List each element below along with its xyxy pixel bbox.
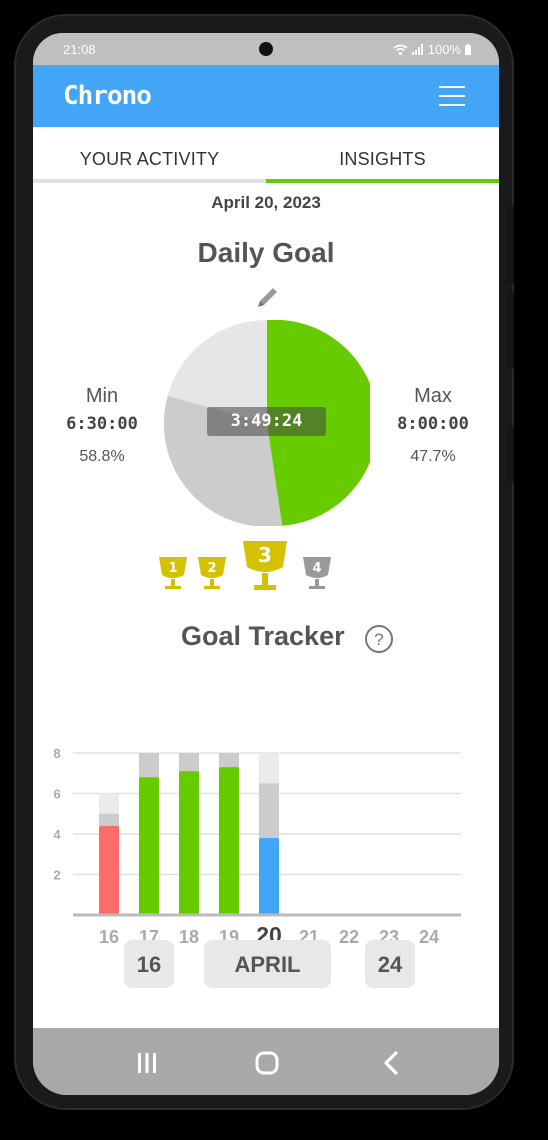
max-goal: Max 8:00:00 47.7% bbox=[378, 385, 488, 466]
goal-tracker-title: Goal Tracker bbox=[181, 621, 345, 651]
max-percent: 47.7% bbox=[410, 448, 456, 465]
daily-goal-title: Daily Goal bbox=[197, 237, 335, 268]
month-button[interactable]: APRIL bbox=[204, 940, 331, 988]
camera-hole bbox=[259, 42, 273, 56]
trophy-label-3: 3 bbox=[258, 543, 272, 567]
tab-insights[interactable]: INSIGHTS bbox=[266, 127, 499, 183]
x-tick-label: 22 bbox=[339, 927, 359, 947]
app-title: Chrono bbox=[63, 81, 152, 111]
trophy-label-1: 1 bbox=[168, 561, 177, 576]
back-icon[interactable] bbox=[381, 1051, 401, 1075]
battery-icon bbox=[465, 44, 471, 55]
date-label: April 20, 2023 bbox=[211, 193, 321, 212]
app-bar: Chrono bbox=[33, 65, 499, 127]
x-tick-label: 24 bbox=[419, 927, 439, 947]
trophy-icon-4: 4 bbox=[303, 557, 331, 589]
min-percent: 58.8% bbox=[79, 448, 125, 465]
trophy-icon-1: 1 bbox=[159, 557, 187, 589]
volume-button bbox=[506, 205, 514, 285]
x-tick-label: 18 bbox=[179, 927, 199, 947]
trophy-label-2: 2 bbox=[207, 561, 216, 576]
min-label: Min bbox=[85, 385, 119, 407]
help-icon[interactable]: ? bbox=[365, 625, 393, 653]
next-week-button[interactable]: 24 bbox=[365, 940, 415, 988]
battery-percent: 100% bbox=[427, 42, 461, 57]
tab-label: INSIGHTS bbox=[339, 149, 426, 169]
recent-apps-icon[interactable] bbox=[136, 1052, 158, 1074]
trophy-label-4: 4 bbox=[312, 561, 321, 576]
trophy-row: 1 2 3 4 bbox=[159, 541, 331, 590]
screen: 21:08 100% Chrono YOUR ACTIVITY bbox=[33, 33, 499, 1095]
hamburger-menu-icon[interactable] bbox=[439, 86, 465, 106]
x-tick-label: 16 bbox=[99, 927, 119, 947]
tab-bar: YOUR ACTIVITY INSIGHTS bbox=[33, 127, 499, 183]
pencil-icon[interactable] bbox=[252, 283, 282, 313]
power-button bbox=[506, 425, 514, 483]
max-time: 8:00:00 bbox=[397, 414, 469, 434]
y-tick-label: 4 bbox=[53, 827, 61, 842]
trophy-icon-3: 3 bbox=[243, 541, 287, 590]
home-icon[interactable] bbox=[255, 1051, 279, 1075]
bar-value bbox=[99, 825, 119, 915]
signal-icon bbox=[411, 44, 423, 55]
android-nav-bar bbox=[33, 1028, 499, 1095]
tab-indicator-active bbox=[266, 179, 499, 183]
tab-label: YOUR ACTIVITY bbox=[79, 149, 220, 169]
bar-value bbox=[139, 777, 159, 915]
bar-value bbox=[179, 771, 199, 915]
max-label: Max bbox=[414, 385, 452, 407]
wifi-icon bbox=[393, 44, 408, 55]
bar-value bbox=[259, 838, 279, 915]
y-tick-label: 6 bbox=[53, 787, 60, 802]
trophy-icon-2: 2 bbox=[198, 557, 226, 589]
y-tick-label: 8 bbox=[53, 746, 60, 761]
min-goal: Min 6:30:00 58.8% bbox=[47, 385, 157, 466]
status-bar: 21:08 100% bbox=[33, 33, 499, 65]
min-time: 6:30:00 bbox=[66, 414, 138, 434]
prev-week-button[interactable]: 16 bbox=[124, 940, 174, 988]
volume-button-2 bbox=[506, 290, 514, 370]
y-tick-label: 2 bbox=[53, 868, 60, 883]
status-icons: 100% bbox=[393, 42, 471, 57]
tab-indicator bbox=[33, 179, 266, 183]
tab-your-activity[interactable]: YOUR ACTIVITY bbox=[33, 127, 266, 183]
elapsed-timer: 3:49:24 bbox=[207, 407, 326, 436]
bar-value bbox=[219, 767, 239, 915]
status-time: 21:08 bbox=[63, 42, 96, 57]
